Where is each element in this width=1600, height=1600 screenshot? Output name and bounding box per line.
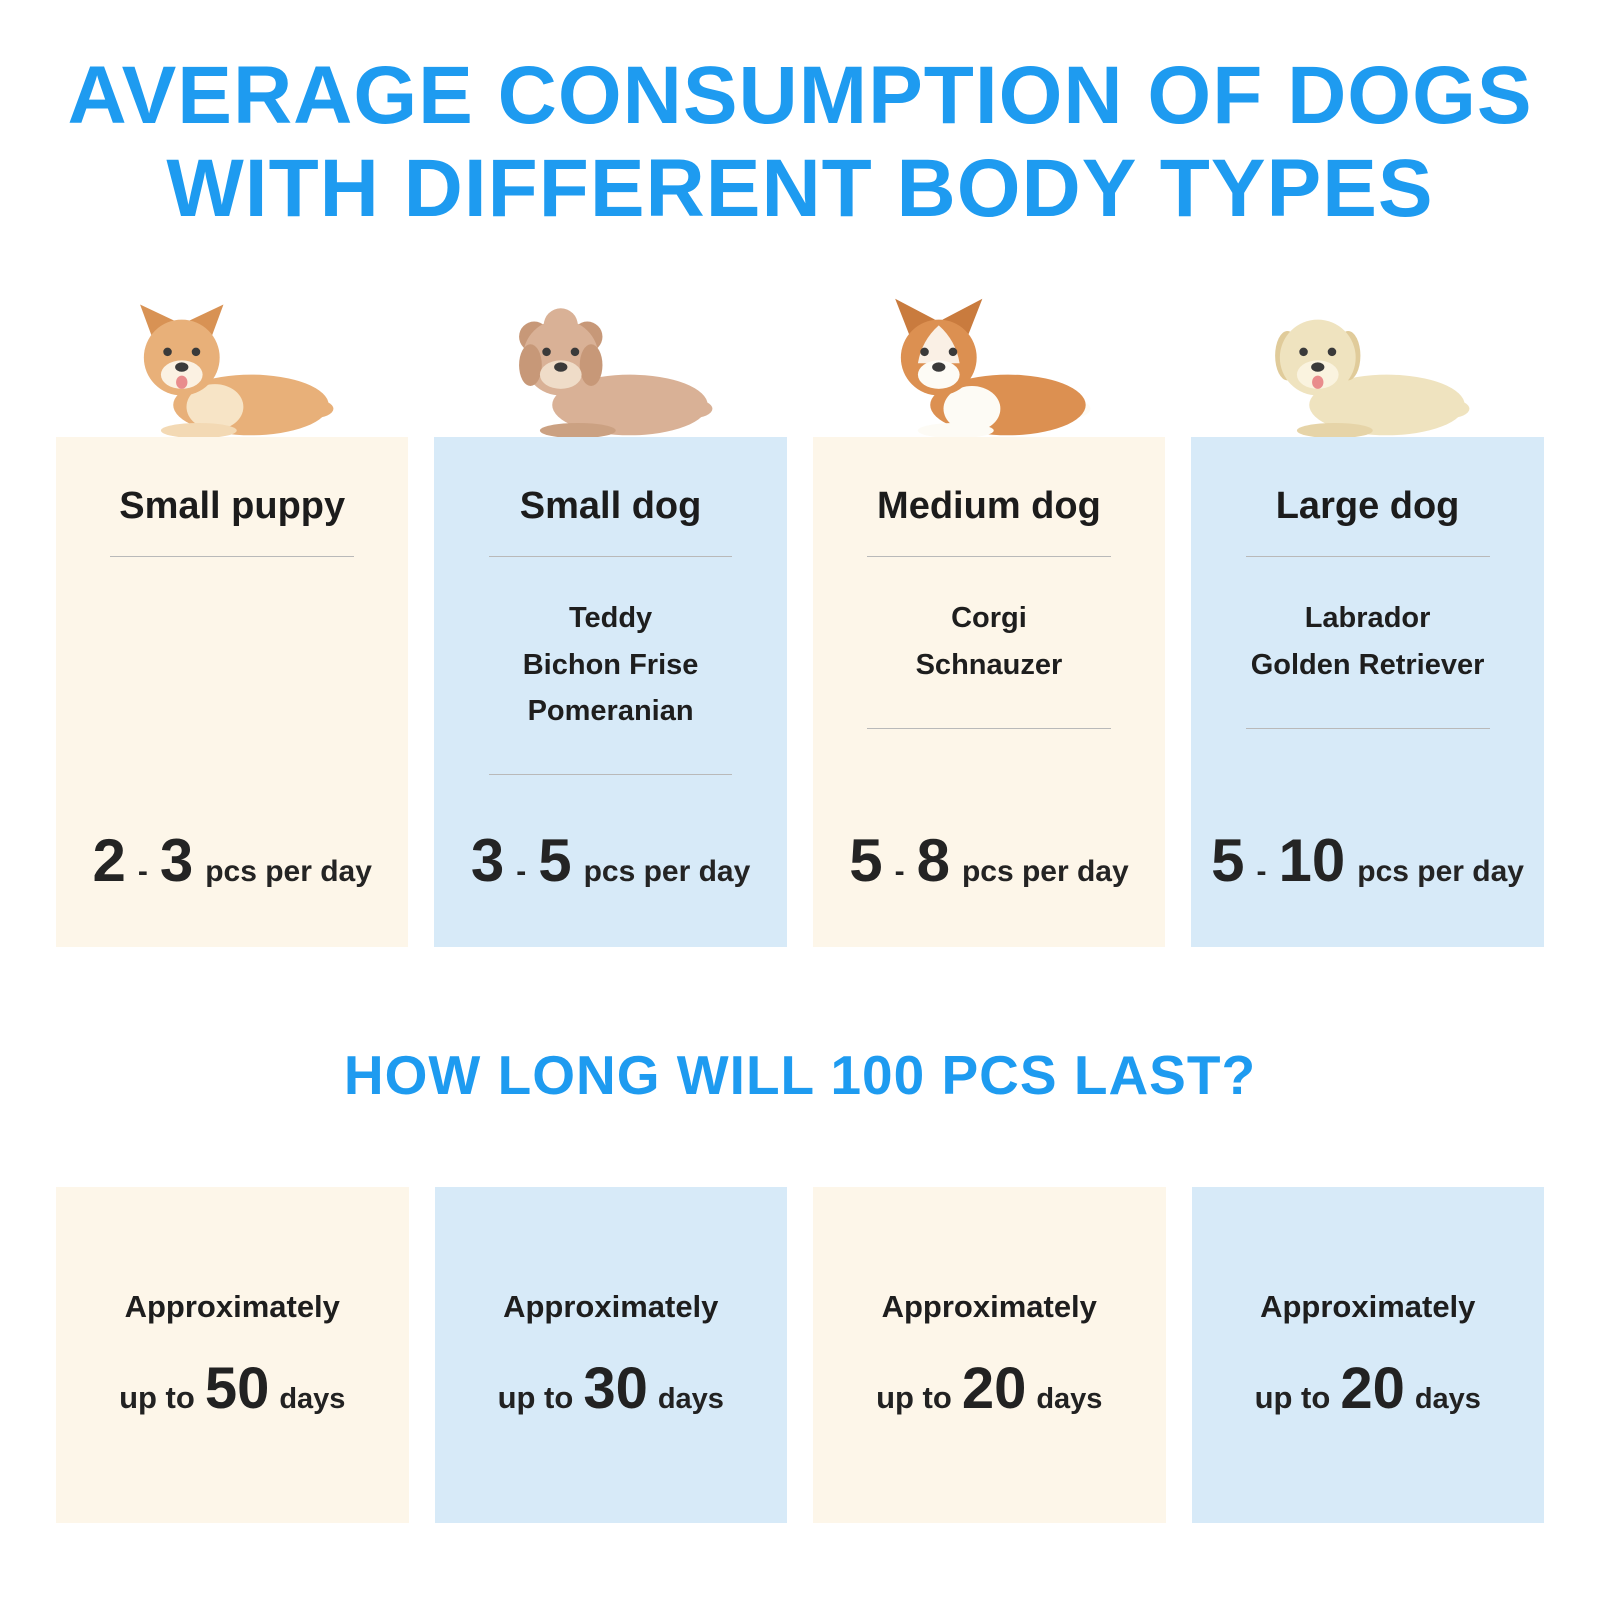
range-min: 2 [92, 827, 126, 895]
range-unit: pcs per day [1357, 855, 1524, 889]
days-value: 20 [1340, 1355, 1405, 1421]
breed-item: Teddy [568, 602, 653, 635]
divider [1245, 556, 1490, 558]
range-min: 3 [470, 827, 505, 895]
days-value: 20 [961, 1355, 1027, 1421]
poodle-icon [435, 281, 788, 443]
consumption-cards-row: Small puppy 2 - 3 pcs per day Small dog … [0, 437, 1600, 948]
up-to-label: up to [497, 1379, 574, 1415]
days-unit: days [279, 1382, 346, 1415]
range-max: 5 [538, 827, 572, 895]
approximately-label: Approximately [124, 1288, 340, 1324]
approximately-label: Approximately [881, 1288, 1097, 1324]
section2-title: HOW LONG WILL 100 PCS LAST? [343, 1044, 1257, 1107]
duration-value: up to 50 days [119, 1355, 345, 1422]
dog-images-row [0, 281, 1600, 439]
duration-card-small-puppy: Approximately up to 50 days [56, 1187, 409, 1524]
breed-list: Corgi Schnauzer [916, 595, 1063, 688]
duration-value: up to 20 days [876, 1355, 1102, 1422]
divider [1245, 728, 1490, 730]
card-title: Medium dog [877, 485, 1101, 528]
page-title-line1: AVERAGE CONSUMPTION OF DOGS [67, 50, 1533, 141]
breed-item: Golden Retriever [1250, 648, 1485, 681]
duration-value: up to 20 days [1255, 1355, 1481, 1422]
divider [867, 728, 1111, 730]
up-to-label: up to [876, 1379, 952, 1415]
range-max: 8 [916, 827, 950, 895]
breed-item: Bichon Frise [522, 648, 699, 681]
days-unit: days [657, 1382, 724, 1415]
range-min: 5 [849, 827, 883, 895]
breed-list: Labrador Golden Retriever [1251, 595, 1485, 688]
corgi-icon [813, 281, 1166, 443]
up-to-label: up to [1254, 1379, 1331, 1415]
consumption-value: 2 - 3 pcs per day [92, 826, 372, 895]
range-separator: - [516, 855, 527, 889]
range-separator: - [894, 855, 905, 889]
breed-item: Labrador [1304, 602, 1431, 635]
consumption-value: 5 - 8 pcs per day [849, 826, 1129, 895]
duration-card-large-dog: Approximately up to 20 days [1191, 1187, 1544, 1524]
breed-item: Pomeranian [527, 695, 694, 728]
approximately-label: Approximately [1260, 1288, 1476, 1324]
labrador-icon [1192, 281, 1545, 443]
duration-card-medium-dog: Approximately up to 20 days [813, 1187, 1166, 1524]
range-max: 10 [1278, 827, 1346, 895]
range-min: 5 [1211, 827, 1245, 895]
days-value: 30 [583, 1355, 648, 1421]
approximately-label: Approximately [503, 1288, 719, 1324]
shiba-puppy-icon [56, 281, 409, 443]
card-small-puppy: Small puppy 2 - 3 pcs per day [56, 437, 409, 948]
divider [867, 556, 1111, 558]
divider [488, 556, 733, 558]
range-separator: - [1256, 855, 1267, 889]
card-title: Small dog [519, 485, 702, 528]
duration-cards-row: Approximately up to 50 days Approximatel… [0, 1187, 1600, 1524]
duration-value: up to 30 days [498, 1355, 724, 1422]
duration-card-small-dog: Approximately up to 30 days [434, 1187, 787, 1524]
card-title: Large dog [1275, 485, 1460, 528]
range-max: 3 [159, 827, 194, 895]
days-unit: days [1036, 1382, 1103, 1415]
range-unit: pcs per day [205, 855, 372, 889]
breed-item: Schnauzer [915, 648, 1063, 681]
card-small-dog: Small dog Teddy Bichon Frise Pomeranian … [434, 437, 787, 948]
consumption-value: 5 - 10 pcs per day [1211, 826, 1524, 895]
range-unit: pcs per day [583, 855, 751, 889]
days-value: 50 [204, 1355, 270, 1421]
range-unit: pcs per day [961, 855, 1129, 889]
page-title: AVERAGE CONSUMPTION OF DOGS WITH DIFFERE… [0, 0, 1600, 235]
consumption-value: 3 - 5 pcs per day [471, 826, 751, 895]
divider [110, 556, 354, 558]
up-to-label: up to [119, 1379, 195, 1415]
card-medium-dog: Medium dog Corgi Schnauzer 5 - 8 pcs per… [812, 437, 1166, 948]
card-large-dog: Large dog Labrador Golden Retriever 5 - … [1191, 437, 1544, 948]
page-title-line2: WITH DIFFERENT BODY TYPES [166, 142, 1434, 234]
divider [488, 774, 733, 776]
days-unit: days [1414, 1382, 1481, 1415]
breed-list: Teddy Bichon Frise Pomeranian [523, 595, 699, 734]
card-title: Small puppy [119, 485, 346, 528]
range-separator: - [137, 855, 148, 889]
breed-item: Corgi [951, 602, 1027, 635]
